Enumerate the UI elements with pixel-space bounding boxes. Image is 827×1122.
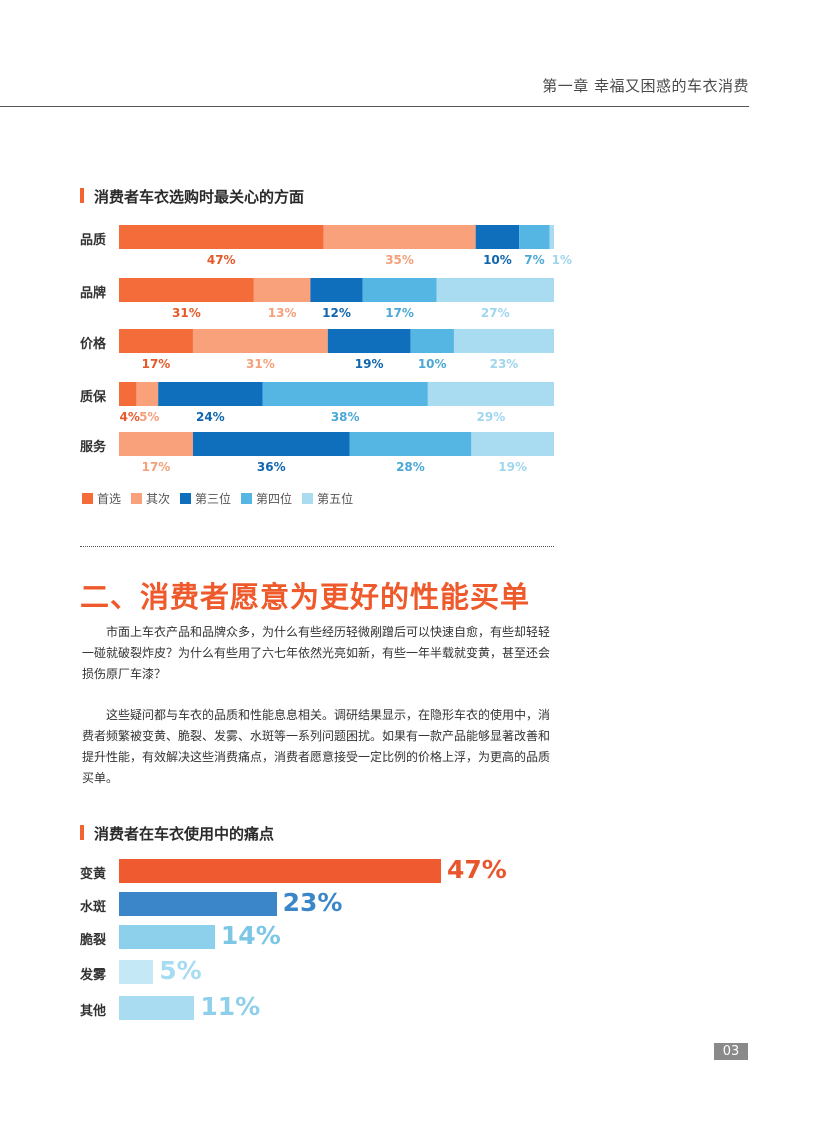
legend-label: 第四位 [256, 492, 293, 506]
data-label: 23% [490, 357, 519, 371]
data-label: 35% [385, 253, 414, 267]
pain-bar [119, 925, 215, 949]
bar-segment [453, 329, 554, 353]
data-label: 17% [142, 357, 171, 371]
paragraph-1: 市面上车衣产品和品牌众多，为什么有些经历轻微剐蹭后可以快速自愈，有些却轻轻一碰就… [82, 625, 551, 681]
bar-segment [136, 382, 159, 406]
data-label: 12% [322, 306, 351, 320]
pain-value-label: 14% [220, 921, 281, 950]
chart1-legend: 首选 其次 第三位 第四位 第五位 [82, 490, 353, 507]
bar-segment [327, 329, 411, 353]
data-label: 19% [498, 460, 527, 474]
legend-item: 其次 [131, 490, 170, 507]
legend-item: 第三位 [180, 490, 231, 507]
data-label: 17% [142, 460, 171, 474]
legend-swatch [302, 493, 314, 504]
legend-item: 第四位 [241, 490, 292, 507]
data-label: 7% [524, 253, 544, 267]
pain-value-label: 5% [159, 956, 202, 985]
bar-segment [519, 225, 550, 249]
data-label: 31% [172, 306, 201, 320]
legend-label: 其次 [146, 492, 171, 506]
pain-value-label: 23% [282, 888, 343, 917]
pain-value-label: 47% [447, 855, 507, 884]
bar-segment [119, 432, 193, 456]
pain-category-label: 其他 [80, 1004, 107, 1019]
bar-segment [471, 432, 554, 456]
legend-label: 第三位 [195, 492, 232, 506]
legend-swatch [241, 493, 253, 504]
data-label: 10% [418, 357, 447, 371]
bar-segment [158, 382, 263, 406]
pain-category-label: 脆裂 [80, 933, 107, 948]
bar-segment [427, 382, 554, 406]
bar-segment [323, 225, 476, 249]
pain-category-label: 变黄 [80, 867, 107, 882]
category-label: 质保 [80, 390, 107, 405]
data-label: 38% [331, 410, 360, 424]
bar-segment [362, 278, 437, 302]
data-label: 24% [196, 410, 225, 424]
data-label: 4% [120, 410, 140, 424]
pain-bar [119, 892, 277, 916]
category-label: 价格 [80, 337, 107, 352]
bar-segment [475, 225, 520, 249]
bar-segment [262, 382, 428, 406]
data-label: 36% [257, 460, 286, 474]
data-label: 10% [483, 253, 512, 267]
pain-bar [119, 960, 154, 984]
pain-bar [119, 996, 195, 1020]
bar-segment [192, 329, 328, 353]
data-label: 17% [385, 306, 414, 320]
data-label: 47% [207, 253, 236, 267]
legend-item: 首选 [82, 490, 121, 507]
data-label: 19% [355, 357, 384, 371]
bar-segment [349, 432, 472, 456]
stacked-bar-chart: 47% 35% 10% 7% 1% 31% 13% 12% 17% 27% 17% 31% 19% 10%… [119, 225, 572, 474]
bar-segment [310, 278, 363, 302]
pain-category-label: 发雾 [80, 968, 107, 983]
chapter-title: 第一章 幸福又困惑的车衣消费 [542, 77, 749, 95]
category-label: 品质 [80, 233, 107, 248]
data-label: 13% [268, 306, 297, 320]
bar-segment [192, 432, 350, 456]
bar-segment [119, 382, 137, 406]
bar-segment [436, 278, 554, 302]
category-label: 服务 [80, 440, 107, 455]
bar-segment [119, 329, 193, 353]
bar-segment [119, 278, 254, 302]
section-heading: 二、消费者愿意为更好的性能买单 [80, 580, 531, 614]
chart1-title: 消费者车衣选购时最关心的方面 [80, 186, 304, 207]
pain-category-label: 水斑 [80, 900, 107, 915]
dotted-divider [80, 546, 554, 547]
data-label: 28% [396, 460, 425, 474]
data-label: 5% [139, 410, 159, 424]
page-number: 03 [714, 1043, 748, 1060]
pain-bar [119, 859, 441, 883]
category-label: 品牌 [80, 286, 107, 301]
data-label: 29% [477, 410, 506, 424]
chart2-title: 消费者在车衣使用中的痛点 [80, 823, 274, 844]
header-divider [0, 106, 749, 107]
paragraph-2: 这些疑问都与车衣的品质和性能息息相关。调研结果显示，在隐形车衣的使用中，消费者频… [82, 708, 551, 785]
bar-segment [410, 329, 454, 353]
legend-swatch [131, 493, 143, 504]
bar-segment [549, 225, 554, 249]
bar-segment [119, 225, 324, 249]
legend-swatch [82, 493, 93, 504]
data-label: 27% [481, 306, 510, 320]
bar-segment [253, 278, 311, 302]
legend-swatch [180, 493, 192, 504]
legend-label: 首选 [97, 492, 122, 506]
data-label: 31% [246, 357, 275, 371]
pain-value-label: 11% [200, 992, 261, 1021]
data-label: 1% [552, 253, 572, 267]
legend-item: 第五位 [302, 490, 353, 507]
legend-label: 第五位 [317, 492, 354, 506]
